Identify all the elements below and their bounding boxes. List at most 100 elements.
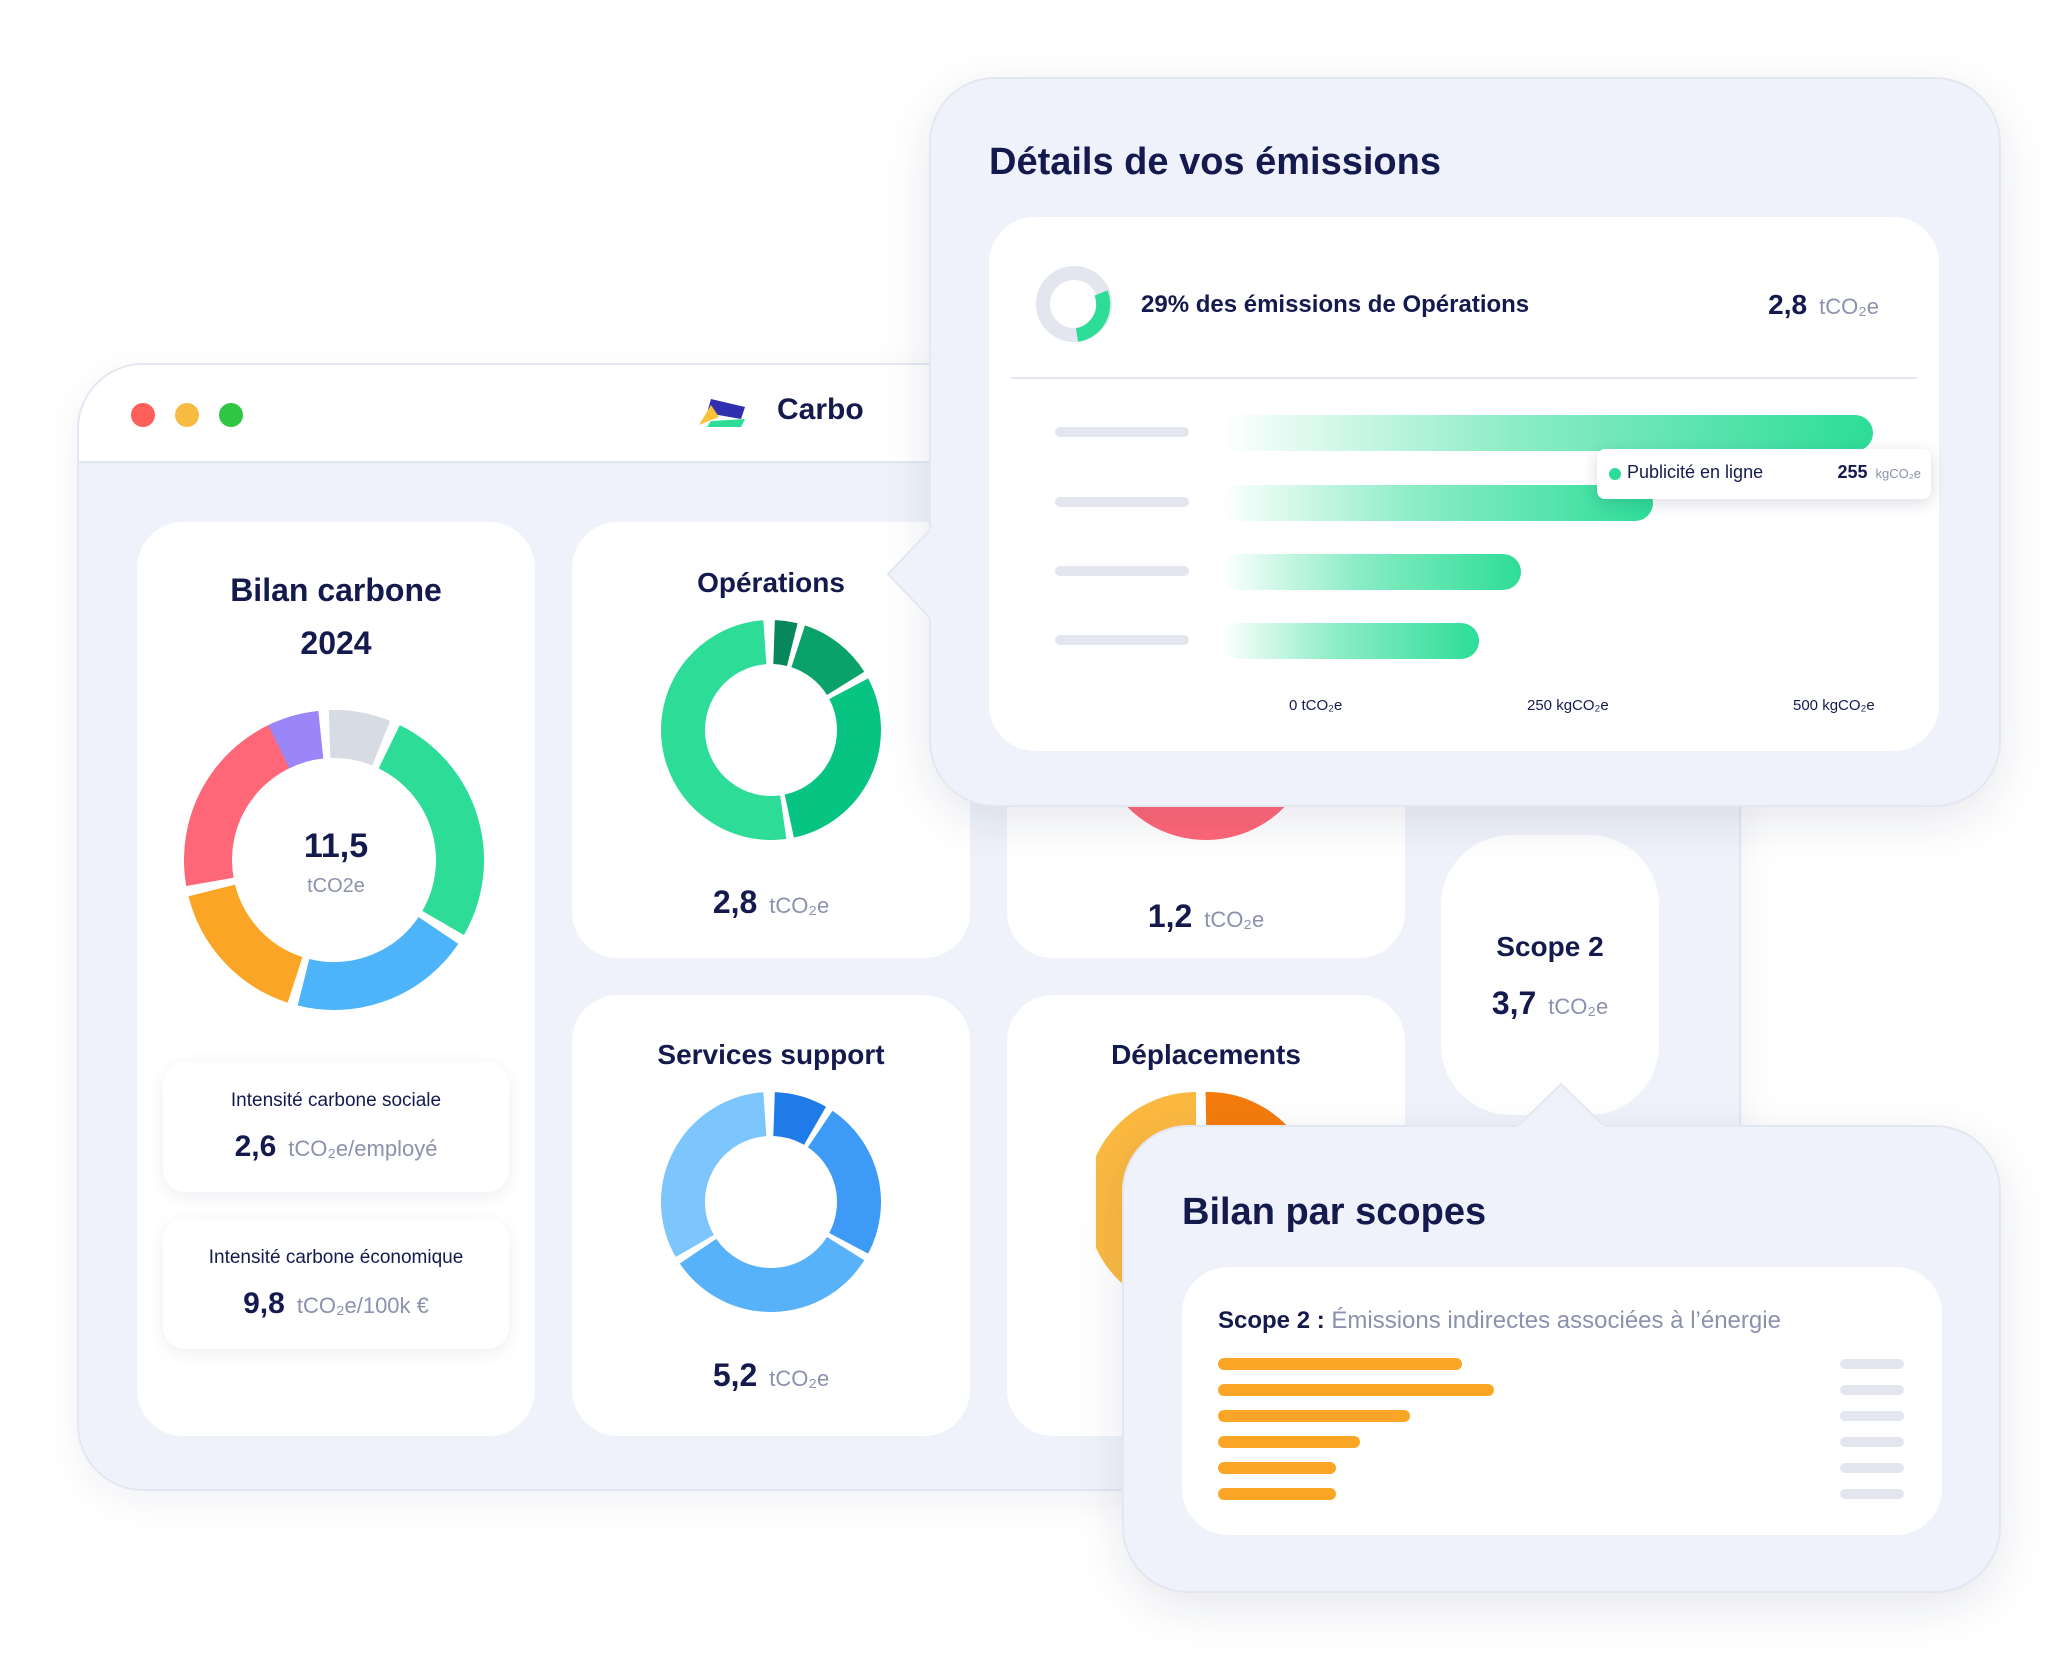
scopes-popup-arrow [1518, 1082, 1604, 1128]
scope2-value-row: 3,7 tCO₂e [1441, 985, 1659, 1022]
scope-label: Scope 2 : [1218, 1307, 1325, 1334]
social-intensity-card: Intensité carbone sociale 2,6 tCO₂e/emplo… [163, 1062, 509, 1192]
economic-intensity-unit: tCO₂e/100k € [296, 1293, 429, 1318]
tooltip-dot-icon [1609, 468, 1621, 480]
scope2-value: 3,7 [1491, 985, 1537, 1021]
deplacements-title: Déplacements [1111, 1039, 1301, 1070]
operations-title: Opérations [697, 567, 845, 598]
scope-heading: Scope 2 : Émissions indirectes associées… [1218, 1307, 1781, 1335]
details-popup-arrow [886, 528, 934, 620]
bilan-donut-segment[interactable] [268, 710, 325, 769]
bilan-donut-segment[interactable] [378, 725, 484, 935]
tooltip-unit: kgCO₂e [1875, 466, 1921, 481]
services-support-title: Services support [657, 1039, 885, 1070]
axis-tick-250: 250 kgCO₂e [1527, 697, 1609, 714]
scope-value-placeholder [1840, 1359, 1904, 1369]
scope-bar[interactable] [1218, 1488, 1336, 1500]
social-intensity-value: 2,6 [234, 1130, 277, 1163]
services-support-value-row: 5,2 tCO₂e [572, 1357, 970, 1394]
details-row-label-placeholder [1055, 427, 1189, 437]
details-summary-unit: tCO₂e [1819, 294, 1879, 319]
scope-value-placeholder [1840, 1411, 1904, 1421]
bilan-donut-segment[interactable] [188, 883, 304, 1003]
tooltip-value: 255 [1837, 462, 1868, 482]
bilan-carbone-card[interactable]: Bilan carbone 2024 11,5 tCO2e Intensité … [137, 522, 535, 1436]
services-support-donut-segment[interactable] [807, 1110, 881, 1254]
window-close-button[interactable] [131, 403, 155, 427]
details-divider [1011, 377, 1917, 379]
scope-description: Émissions indirectes associées à l’énerg… [1331, 1307, 1781, 1334]
details-summary-value: 2,8 [1768, 289, 1808, 320]
scope-bar[interactable] [1218, 1410, 1410, 1422]
category-2-value-row: 1,2 tCO₂e [1007, 898, 1405, 935]
operations-donut-segment[interactable] [790, 625, 865, 696]
services-support-unit: tCO₂e [769, 1366, 830, 1391]
social-intensity-value-row: 2,6 tCO₂e/employé [163, 1130, 509, 1164]
economic-intensity-value-row: 9,8 tCO₂e/100k € [163, 1287, 509, 1321]
operations-donut-chart [661, 620, 881, 840]
bilan-title: Bilan carbone [230, 572, 442, 608]
window-minimize-button[interactable] [175, 403, 199, 427]
details-bar[interactable] [1221, 623, 1479, 659]
category-2-unit: tCO₂e [1204, 907, 1265, 932]
tooltip-label: Publicité en ligne [1627, 462, 1764, 482]
scopes-title: Bilan par scopes [1182, 1191, 1487, 1233]
scope2-unit: tCO₂e [1548, 994, 1609, 1019]
services-support-card[interactable]: Services support 5,2 tCO₂e [572, 995, 970, 1436]
axis-tick-500: 500 kgCO₂e [1793, 697, 1875, 714]
scope2-card[interactable]: Scope 2 3,7 tCO₂e [1441, 835, 1659, 1115]
tooltip-value-row: 255 kgCO₂e [1837, 462, 1921, 483]
bilan-donut-segment[interactable] [184, 720, 297, 887]
app-name: Carbo [777, 393, 864, 426]
scope-value-placeholder [1840, 1437, 1904, 1447]
scopes-popup: Bilan par scopes Scope 2 : Émissions ind… [1122, 1125, 2001, 1593]
axis-tick-0: 0 tCO₂e [1289, 697, 1343, 714]
bilan-donut-segments [184, 710, 484, 1010]
scope2-title: Scope 2 [1496, 931, 1604, 962]
operations-donut-segment[interactable] [661, 620, 787, 840]
social-intensity-unit: tCO₂e/employé [288, 1136, 438, 1161]
scope-bar[interactable] [1218, 1358, 1462, 1370]
bilan-donut-segment[interactable] [328, 710, 391, 766]
services-support-donut-segment[interactable] [679, 1236, 865, 1312]
economic-intensity-value: 9,8 [243, 1287, 285, 1320]
scope-value-placeholder [1840, 1489, 1904, 1499]
operations-value: 2,8 [712, 884, 758, 920]
category-2-value: 1,2 [1147, 898, 1193, 934]
scopes-panel: Scope 2 : Émissions indirectes associées… [1182, 1267, 1942, 1535]
details-summary-value-row: 2,8 tCO₂e [1768, 289, 1879, 321]
carbo-logo-icon [699, 399, 745, 427]
details-bar[interactable] [1221, 554, 1521, 590]
bilan-donut-segment[interactable] [297, 916, 459, 1010]
economic-intensity-label: Intensité carbone économique [208, 1247, 464, 1268]
bar-tooltip: Publicité en ligne 255 kgCO₂e [1597, 449, 1931, 499]
details-summary: 29% des émissions de Opérations [1141, 291, 1530, 318]
scope-bar[interactable] [1218, 1462, 1336, 1474]
bilan-total-unit: tCO2e [307, 875, 365, 897]
details-row-label-placeholder [1055, 566, 1189, 576]
services-support-donut-chart [661, 1092, 881, 1312]
details-panel: 29% des émissions de Opérations 2,8 tCO₂e… [989, 217, 1939, 751]
services-support-value: 5,2 [712, 1357, 758, 1393]
details-row-label-placeholder [1055, 635, 1189, 645]
operations-mini-donut-icon [1036, 266, 1112, 342]
bilan-total-value: 11,5 [303, 827, 369, 865]
operations-donut-segment[interactable] [772, 620, 798, 667]
bilan-donut-chart [184, 710, 484, 1010]
scope-value-placeholder [1840, 1463, 1904, 1473]
window-maximize-button[interactable] [219, 403, 243, 427]
operations-card[interactable]: Opérations 2,8 tCO₂e [572, 522, 970, 958]
details-row-label-placeholder [1055, 497, 1189, 507]
scope-bar[interactable] [1218, 1436, 1360, 1448]
operations-donut-segment[interactable] [783, 678, 881, 838]
social-intensity-label: Intensité carbone sociale [230, 1090, 442, 1111]
operations-value-row: 2,8 tCO₂e [572, 884, 970, 921]
services-support-donut-segment[interactable] [661, 1092, 768, 1257]
scope-bar[interactable] [1218, 1384, 1494, 1396]
economic-intensity-card: Intensité carbone économique 9,8 tCO₂e/10… [163, 1219, 509, 1349]
details-bar[interactable] [1221, 415, 1873, 451]
details-bar[interactable] [1221, 485, 1653, 521]
bilan-year: 2024 [300, 625, 372, 661]
operations-unit: tCO₂e [769, 893, 830, 918]
services-support-donut-segment[interactable] [772, 1092, 826, 1146]
